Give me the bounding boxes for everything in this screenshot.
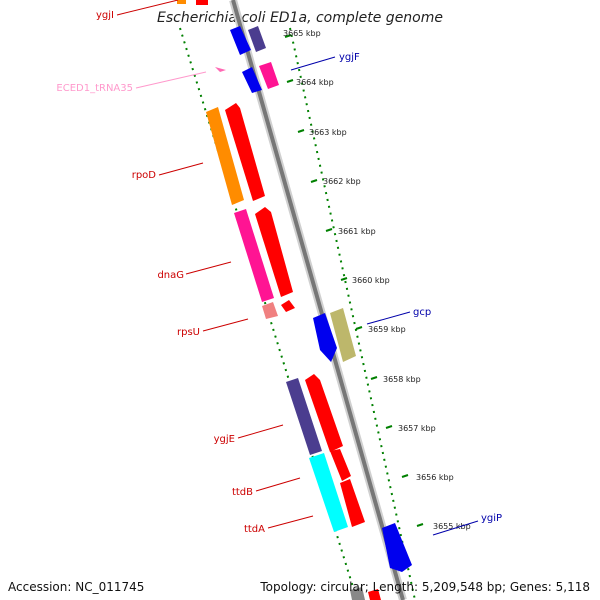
gene-rpoD-red <box>225 103 265 201</box>
map-title: Escherichia coli ED1a, complete genome <box>157 10 443 26</box>
gene-dnaG-red <box>255 207 293 297</box>
gene-blue-2 <box>242 67 262 93</box>
leader-ttdA <box>267 515 314 529</box>
kbp-label: 3657 kbp <box>398 424 436 433</box>
gene-navy-1 <box>248 26 266 52</box>
leader-gcp <box>366 311 411 325</box>
gene-dnaG-magenta <box>234 209 274 302</box>
kbp-label: 3658 kbp <box>383 375 421 384</box>
kbp-label: 3665 kbp <box>283 29 321 38</box>
kbp-label: 3664 kbp <box>296 78 334 87</box>
gene-label-gcp: gcp <box>413 307 431 318</box>
leader-ygjI <box>116 0 179 16</box>
gene-bottom-1 <box>350 587 365 600</box>
gene-magenta-1 <box>259 62 279 89</box>
gene-rpsU-salmon <box>262 302 278 319</box>
leader-rpsU <box>202 318 249 332</box>
gene-label-ttdB: ttdB <box>232 487 253 498</box>
gene-ygjE-navy <box>286 378 322 455</box>
gene-ygjI-red <box>196 0 208 5</box>
gene-ttdA-red <box>340 479 365 527</box>
gene-label-ygjF: ygjF <box>339 52 360 63</box>
backbone-track <box>231 0 405 600</box>
leader-ygjE <box>237 424 284 439</box>
leader-rpoD <box>158 162 204 176</box>
leader-trna <box>135 71 207 89</box>
gene-label-ygjI: ygjI <box>96 10 114 21</box>
gene-gcp-khaki <box>330 308 356 362</box>
topology-text: Topology: circular; Length: 5,209,548 bp… <box>260 580 590 594</box>
kbp-label: 3659 kbp <box>368 325 406 334</box>
kbp-label: 3661 kbp <box>338 227 376 236</box>
kbp-label: 3660 kbp <box>352 276 390 285</box>
leader-dnaG <box>185 261 232 275</box>
kbp-label: 3662 kbp <box>323 177 361 186</box>
gene-label-ygjE: ygjE <box>214 434 235 445</box>
accession-text: Accession: NC_011745 <box>8 580 145 594</box>
map-band <box>182 25 415 600</box>
gene-ygiP-blue <box>382 523 412 572</box>
gene-gcp-blue <box>313 313 337 362</box>
gene-label-rpoD: rpoD <box>132 170 157 181</box>
gene-rpsU-red <box>281 300 295 312</box>
gene-ygjE-red <box>305 374 343 452</box>
kbp-label: 3656 kbp <box>416 473 454 482</box>
kbp-label: 3655 kbp <box>433 522 471 531</box>
kbp-tick-marks <box>284 34 424 527</box>
leader-ygjF <box>290 56 336 71</box>
gene-ygjI-orange <box>177 0 186 4</box>
gene-trna <box>215 67 226 72</box>
gene-bottom-2 <box>368 589 381 600</box>
gene-label-dnaG: dnaG <box>157 270 184 281</box>
gene-ttdB-red <box>330 449 351 481</box>
leader-ygiP <box>432 520 479 536</box>
gene-label-ttdA: ttdA <box>244 524 265 535</box>
gene-label-rpsU: rpsU <box>177 327 200 338</box>
gene-label-trna: ECED1_tRNA35 <box>56 83 133 94</box>
gene-blue-1 <box>230 26 251 55</box>
gene-ttdB-cyan <box>309 453 348 532</box>
gene-rpoD-orange <box>206 107 244 205</box>
gene-label-ygiP: ygiP <box>481 513 502 524</box>
leader-ttdB <box>255 477 301 492</box>
kbp-label: 3663 kbp <box>309 128 347 137</box>
